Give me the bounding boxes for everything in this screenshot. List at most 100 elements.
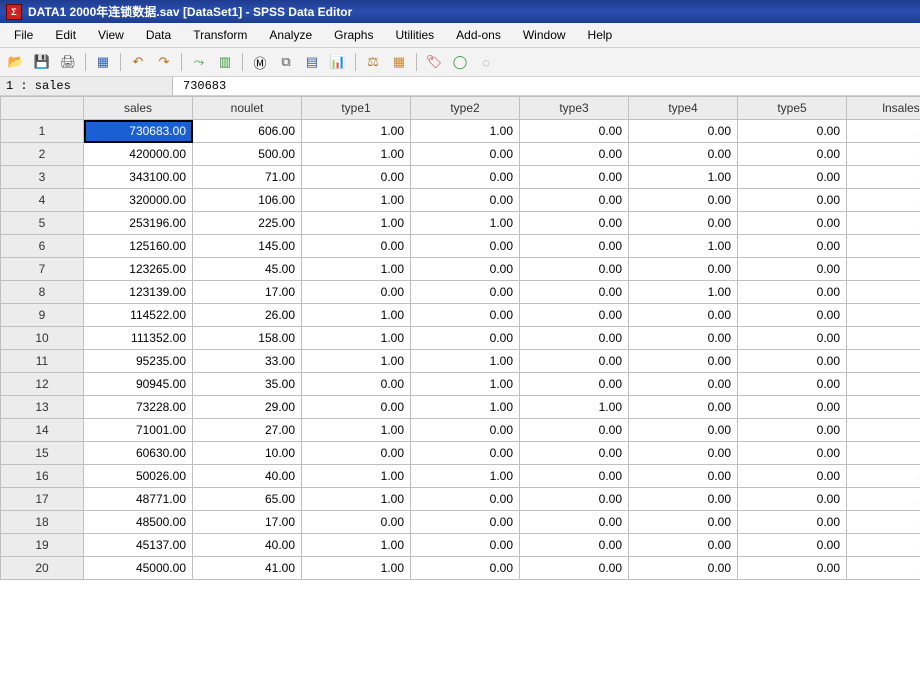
cell[interactable]: 10.82 (847, 465, 920, 488)
cell[interactable]: 11.17 (847, 419, 920, 442)
column-header-type4[interactable]: type4 (629, 97, 738, 120)
data-grid-wrap[interactable]: salesnoulettype1type2type3type4type5lnsa… (0, 96, 920, 580)
split-icon[interactable]: ▦ (387, 51, 411, 73)
cell[interactable]: 0.00 (629, 373, 738, 396)
sets-icon[interactable]: ◯ (448, 51, 472, 73)
cell[interactable]: 1.00 (302, 488, 411, 511)
cell[interactable]: 125160.00 (84, 235, 193, 258)
cell[interactable]: 0.00 (411, 488, 520, 511)
cell[interactable]: 0.00 (738, 511, 847, 534)
cell[interactable]: 158.00 (193, 327, 302, 350)
cell[interactable]: 1.00 (302, 143, 411, 166)
cell[interactable]: 0.00 (520, 235, 629, 258)
row-header[interactable]: 3 (1, 166, 84, 189)
cell[interactable]: 0.00 (738, 488, 847, 511)
cell[interactable]: 0.00 (520, 511, 629, 534)
cell[interactable]: 0.00 (738, 304, 847, 327)
cell[interactable]: 123139.00 (84, 281, 193, 304)
cell[interactable]: 0.00 (411, 557, 520, 580)
cell[interactable]: 320000.00 (84, 189, 193, 212)
cell[interactable]: 0.00 (738, 327, 847, 350)
cell[interactable]: 11.65 (847, 304, 920, 327)
cell[interactable]: 1.00 (302, 212, 411, 235)
cell[interactable]: 0.00 (629, 419, 738, 442)
cell[interactable]: 0.00 (411, 235, 520, 258)
cell[interactable]: 60630.00 (84, 442, 193, 465)
cell[interactable]: 0.00 (629, 212, 738, 235)
cell[interactable]: 12.95 (847, 143, 920, 166)
menu-add-ons[interactable]: Add-ons (446, 25, 511, 45)
cell[interactable]: 0.00 (738, 419, 847, 442)
cell[interactable]: 0.00 (629, 120, 738, 143)
column-header-type2[interactable]: type2 (411, 97, 520, 120)
cell[interactable]: 45.00 (193, 258, 302, 281)
cell[interactable]: 45000.00 (84, 557, 193, 580)
cell[interactable]: 11.42 (847, 373, 920, 396)
cell[interactable]: 0.00 (302, 511, 411, 534)
cell[interactable]: 0.00 (629, 511, 738, 534)
row-header[interactable]: 17 (1, 488, 84, 511)
cell[interactable]: 0.00 (411, 281, 520, 304)
corner-cell[interactable] (1, 97, 84, 120)
cell[interactable]: 11.72 (847, 281, 920, 304)
cell[interactable]: 500.00 (193, 143, 302, 166)
cell[interactable]: 0.00 (302, 235, 411, 258)
cell[interactable]: 0.00 (411, 511, 520, 534)
column-header-type3[interactable]: type3 (520, 97, 629, 120)
cell[interactable]: 33.00 (193, 350, 302, 373)
cell[interactable]: 253196.00 (84, 212, 193, 235)
cell[interactable]: 1.00 (302, 327, 411, 350)
cell[interactable]: 145.00 (193, 235, 302, 258)
row-header[interactable]: 8 (1, 281, 84, 304)
cell[interactable]: 0.00 (411, 143, 520, 166)
cell[interactable]: 114522.00 (84, 304, 193, 327)
cell[interactable]: 0.00 (738, 373, 847, 396)
cell[interactable]: 1.00 (411, 212, 520, 235)
cell[interactable]: 0.00 (520, 281, 629, 304)
cell[interactable]: 10.79 (847, 511, 920, 534)
cell[interactable]: 0.00 (629, 189, 738, 212)
cell[interactable]: 0.00 (738, 465, 847, 488)
cell[interactable]: 12.68 (847, 189, 920, 212)
cell[interactable]: 48771.00 (84, 488, 193, 511)
cell[interactable]: 0.00 (738, 189, 847, 212)
cell[interactable]: 0.00 (738, 557, 847, 580)
cell[interactable]: 27.00 (193, 419, 302, 442)
cell[interactable]: 29.00 (193, 396, 302, 419)
cell[interactable]: 0.00 (411, 419, 520, 442)
menu-view[interactable]: View (88, 25, 134, 45)
cell[interactable]: 0.00 (629, 350, 738, 373)
row-header[interactable]: 4 (1, 189, 84, 212)
cell[interactable]: 0.00 (629, 143, 738, 166)
cell[interactable]: 10.72 (847, 534, 920, 557)
cell[interactable]: 1.00 (302, 350, 411, 373)
cell[interactable]: 65.00 (193, 488, 302, 511)
cell[interactable]: 420000.00 (84, 143, 193, 166)
cell[interactable]: 48500.00 (84, 511, 193, 534)
cell[interactable]: 0.00 (520, 488, 629, 511)
cell[interactable]: 1.00 (629, 235, 738, 258)
cell[interactable]: 45137.00 (84, 534, 193, 557)
insert-icon[interactable]: ⧉ (274, 51, 298, 73)
cell[interactable]: 0.00 (520, 166, 629, 189)
row-header[interactable]: 15 (1, 442, 84, 465)
cell[interactable]: 0.00 (520, 304, 629, 327)
cell[interactable]: 11.62 (847, 327, 920, 350)
column-header-sales[interactable]: sales (84, 97, 193, 120)
cell[interactable]: 0.00 (738, 258, 847, 281)
cell[interactable]: 0.00 (629, 442, 738, 465)
cell[interactable]: 1.00 (629, 281, 738, 304)
cell[interactable]: 0.00 (629, 304, 738, 327)
cell[interactable]: 13.50 (847, 120, 920, 143)
more-icon[interactable]: ◌ (474, 51, 498, 73)
cell[interactable]: 0.00 (302, 396, 411, 419)
cell[interactable]: 0.00 (411, 327, 520, 350)
cell[interactable]: 0.00 (411, 442, 520, 465)
cell[interactable]: 0.00 (629, 557, 738, 580)
cell[interactable]: 1.00 (302, 465, 411, 488)
cell[interactable]: 71.00 (193, 166, 302, 189)
cell[interactable]: 343100.00 (84, 166, 193, 189)
cell[interactable]: 0.00 (629, 396, 738, 419)
cell[interactable]: 10.00 (193, 442, 302, 465)
menu-utilities[interactable]: Utilities (385, 25, 444, 45)
